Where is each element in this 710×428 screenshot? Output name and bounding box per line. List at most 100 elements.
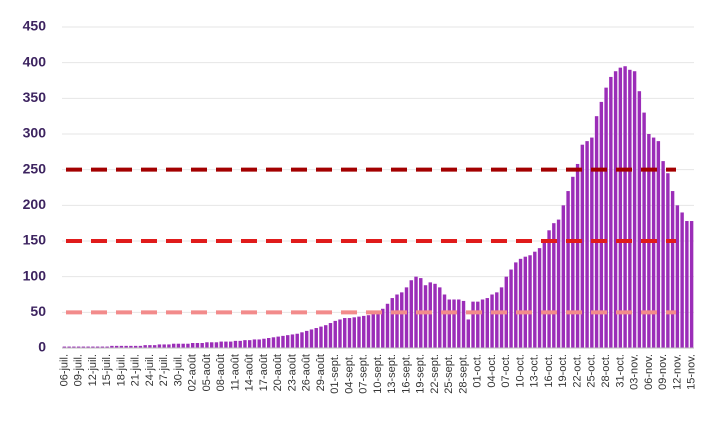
bar	[585, 141, 589, 348]
x-tick-label: 02-août	[187, 354, 199, 391]
bar	[575, 163, 580, 348]
x-tick-label: 06-juil.	[58, 354, 70, 386]
x-tick-label: 30-juil.	[172, 354, 184, 386]
bar	[228, 341, 233, 348]
bar	[281, 335, 285, 348]
x-tick-label: 12-juil.	[87, 354, 99, 386]
bar	[400, 292, 404, 348]
bar	[547, 230, 551, 348]
bar	[533, 251, 537, 348]
bar	[110, 345, 114, 348]
bar	[385, 303, 390, 348]
x-tick-label: 07-oct.	[500, 354, 512, 388]
x-tick-label: 19-oct.	[557, 354, 569, 388]
bar	[129, 345, 133, 348]
bar	[689, 221, 694, 348]
bar	[352, 317, 356, 348]
bar	[271, 337, 276, 348]
bar	[138, 345, 143, 348]
bar	[338, 319, 342, 348]
bar	[537, 248, 542, 348]
bar	[133, 345, 138, 348]
bar	[328, 323, 333, 348]
bar	[247, 340, 252, 348]
bar	[295, 333, 299, 348]
bar	[599, 101, 604, 349]
bar	[395, 294, 399, 348]
bar	[233, 340, 238, 348]
bar	[428, 282, 432, 348]
bar	[252, 339, 257, 348]
bar	[518, 258, 523, 348]
x-tick-label: 09-juil.	[73, 354, 85, 386]
x-tick-label: 21-juil.	[130, 354, 142, 386]
bar	[95, 346, 100, 348]
bar	[67, 346, 71, 348]
bar	[637, 91, 642, 348]
bar	[309, 329, 314, 348]
y-tick-label: 450	[23, 18, 47, 34]
bar	[157, 344, 162, 348]
y-tick-label: 100	[23, 267, 47, 283]
bar	[447, 299, 451, 348]
bar	[214, 342, 219, 348]
x-tick-label: 22-oct.	[571, 354, 583, 388]
bar	[76, 346, 81, 348]
bar	[357, 316, 361, 348]
bar	[209, 342, 214, 348]
bar	[685, 221, 689, 348]
bar	[347, 318, 352, 348]
bar	[628, 69, 632, 349]
bar	[442, 294, 447, 348]
bar	[632, 71, 637, 348]
bar	[124, 345, 128, 348]
bar	[552, 223, 556, 348]
bar	[680, 212, 684, 348]
bar	[300, 332, 304, 348]
y-tick-label: 400	[23, 53, 47, 69]
bar	[571, 176, 575, 348]
y-tick-label: 300	[23, 125, 47, 141]
bar	[661, 161, 665, 348]
x-tick-label: 26-août	[301, 354, 313, 391]
x-tick-label: 09-nov.	[657, 354, 669, 390]
bar	[62, 346, 67, 348]
bar	[219, 341, 223, 348]
bar	[195, 343, 200, 348]
bar	[305, 330, 309, 348]
bar	[609, 76, 613, 348]
bar	[523, 256, 528, 348]
bar	[148, 345, 152, 348]
bar	[257, 339, 261, 348]
bar	[376, 312, 380, 348]
bar	[580, 144, 585, 348]
x-tick-label: 17-août	[258, 354, 270, 391]
x-tick-label: 13-sept.	[386, 354, 398, 394]
bar	[604, 87, 608, 348]
bar	[162, 344, 166, 348]
bar	[623, 66, 627, 348]
y-tick-label: 350	[23, 89, 47, 105]
bar	[119, 345, 124, 348]
bar	[181, 343, 185, 348]
bar	[452, 299, 456, 348]
x-tick-label: 15-nov.	[686, 354, 698, 390]
bar	[471, 301, 475, 348]
bar	[224, 341, 228, 348]
x-tick-label: 28-oct.	[600, 354, 612, 388]
bar	[675, 205, 680, 348]
bar	[205, 342, 209, 348]
bar	[371, 313, 375, 348]
x-tick-label: 27-juil.	[158, 354, 170, 386]
bar	[490, 294, 494, 348]
bar	[480, 299, 485, 348]
bar	[190, 343, 195, 348]
bar	[86, 346, 90, 348]
x-tick-label: 16-sept.	[400, 354, 412, 394]
x-tick-label: 24-juil.	[144, 354, 156, 386]
bar	[200, 343, 204, 348]
bar	[433, 283, 437, 348]
y-tick-label: 200	[23, 196, 47, 212]
bar	[176, 343, 181, 348]
